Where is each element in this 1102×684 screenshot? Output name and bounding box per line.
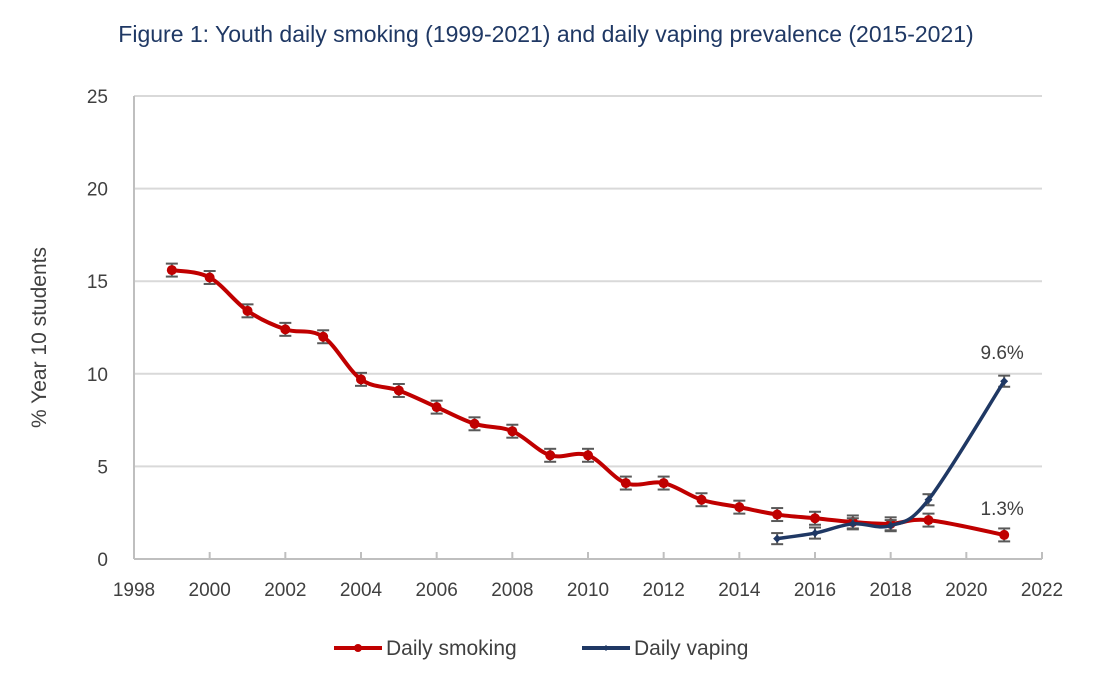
y-tick-label: 5 xyxy=(97,457,108,478)
y-tick-label: 25 xyxy=(87,87,108,108)
x-tick-label: 2020 xyxy=(945,580,987,601)
data-point xyxy=(280,324,291,335)
data-point xyxy=(469,418,480,429)
series-line xyxy=(171,268,1005,537)
data-point xyxy=(204,272,215,283)
x-axis-ticks: 1998 2000 2002 2004 2006 2008 2010 2012 2014 2016… xyxy=(113,552,1063,601)
gridlines xyxy=(134,95,1042,468)
legend-item: Daily smoking xyxy=(334,637,517,660)
y-tick-label: 0 xyxy=(97,550,108,571)
x-tick-label: 2018 xyxy=(870,580,912,601)
data-point xyxy=(734,502,745,513)
y-axis-label: % Year 10 students xyxy=(28,247,51,428)
data-point xyxy=(924,495,933,504)
data-point xyxy=(848,519,857,528)
data-point xyxy=(242,305,253,316)
x-tick-label: 2006 xyxy=(416,580,458,601)
y-axis-ticks: 0 5 10 15 20 25 xyxy=(87,87,108,571)
data-point xyxy=(318,331,329,342)
data-point xyxy=(431,402,442,413)
legend: Daily smoking Daily vaping xyxy=(334,637,748,660)
end-data-label: 9.6% xyxy=(981,343,1024,364)
x-tick-label: 1998 xyxy=(113,580,155,601)
data-point xyxy=(356,374,366,385)
x-tick-label: 2008 xyxy=(491,580,533,601)
data-point xyxy=(393,385,404,396)
data-point xyxy=(886,521,895,530)
data-point xyxy=(507,426,518,437)
end-data-label: 1.3% xyxy=(981,499,1024,520)
data-point xyxy=(999,529,1010,540)
data-labels: 1.3% 9.6% xyxy=(981,343,1024,520)
x-tick-label: 2000 xyxy=(189,580,231,601)
x-tick-label: 2016 xyxy=(794,580,836,601)
y-tick-label: 10 xyxy=(87,365,108,386)
legend-label: Daily vaping xyxy=(634,637,748,660)
data-point xyxy=(545,450,556,461)
data-point xyxy=(658,478,669,489)
y-tick-label: 20 xyxy=(87,180,108,201)
x-tick-label: 2002 xyxy=(264,580,306,601)
x-tick-label: 2004 xyxy=(340,580,383,601)
data-point xyxy=(773,534,782,543)
series-daily-vaping xyxy=(771,374,1011,546)
data-point xyxy=(772,509,783,520)
chart-title: Figure 1: Youth daily smoking (1999-2021… xyxy=(118,21,973,47)
data-point xyxy=(923,515,934,526)
data-point xyxy=(620,478,631,489)
data-point xyxy=(583,450,593,461)
legend-item: Daily vaping xyxy=(582,637,748,660)
legend-label: Daily smoking xyxy=(386,637,517,660)
data-point xyxy=(166,265,177,276)
data-point xyxy=(810,513,820,524)
axes xyxy=(133,96,1042,560)
legend-marker xyxy=(354,644,362,652)
x-tick-label: 2012 xyxy=(643,580,685,601)
data-point xyxy=(1000,377,1009,386)
y-tick-label: 15 xyxy=(87,272,108,293)
data-point xyxy=(696,494,707,505)
x-tick-label: 2010 xyxy=(567,580,609,601)
x-tick-label: 2014 xyxy=(718,580,761,601)
x-tick-label: 2022 xyxy=(1021,580,1063,601)
legend-marker xyxy=(603,645,609,651)
series-group xyxy=(165,262,1011,546)
series-daily-smoking xyxy=(165,262,1011,543)
data-point xyxy=(811,529,819,538)
